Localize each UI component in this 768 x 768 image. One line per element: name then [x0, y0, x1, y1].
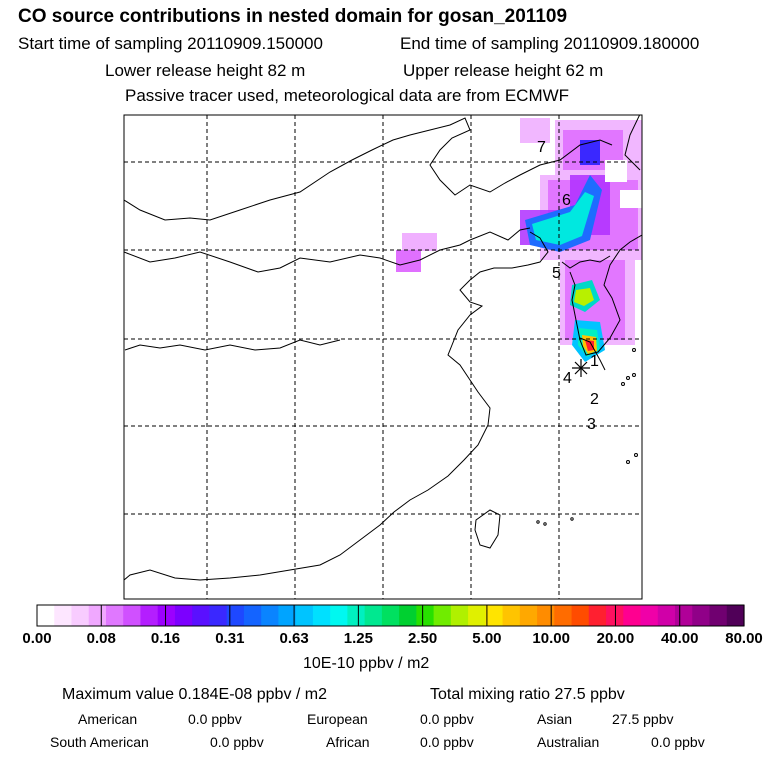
colorbar-cell: [692, 605, 711, 626]
colorbar-cell: [468, 605, 486, 626]
colorbar-cell: [588, 605, 607, 626]
region-american-name: American: [78, 711, 138, 727]
colorbar-cell: [295, 605, 314, 626]
region-australian-name: Australian: [537, 734, 600, 750]
colorbar-tick-label: 20.00: [596, 630, 635, 647]
colorbar-tick-label: 0.16: [150, 630, 181, 647]
colorbar-cell: [554, 605, 573, 626]
colorbar-cell: [640, 605, 659, 626]
colorbar-cell: [330, 605, 348, 626]
colorbar-tick-label: 0.31: [215, 630, 245, 647]
colorbar-tick-label: 40.00: [660, 630, 699, 647]
colorbar-tick-label: 1.25: [343, 630, 373, 647]
colorbar-cell: [209, 605, 228, 626]
region-asian-name: Asian: [537, 711, 573, 727]
site-label-1: 1: [590, 353, 599, 370]
end-time-label: End time of sampling 20110909.180000: [400, 34, 700, 53]
region-south-american-name: South American: [50, 734, 149, 750]
colorbar-cell: [416, 605, 435, 626]
colorbar-cell: [88, 605, 107, 626]
site-label-5: 5: [552, 265, 561, 282]
colorbar-cell: [71, 605, 90, 626]
graticule: [124, 115, 642, 599]
coastline: [124, 115, 642, 581]
colorbar-cell: [364, 605, 383, 626]
region-american-value: 0.0 ppbv: [188, 711, 242, 727]
colorbar-cell: [278, 605, 297, 626]
colorbar-cell: [433, 605, 452, 626]
region-european-name: European: [307, 711, 368, 727]
region-european-value: 0.0 ppbv: [420, 711, 474, 727]
colorbar-cell: [450, 605, 469, 626]
map-frame: [123, 114, 643, 600]
colorbar-tick-label: 2.50: [408, 630, 438, 647]
figure-title: CO source contributions in nested domain…: [18, 6, 568, 27]
total-mixing-ratio: Total mixing ratio 27.5 ppbv: [430, 686, 625, 703]
colorbar-tick-label: 10.00: [532, 630, 570, 647]
colorbar-cell: [140, 605, 159, 626]
colorbar-tick-label: 80.00: [725, 630, 763, 647]
colorbar-frame: [36, 604, 745, 627]
colorbar-cell: [243, 605, 262, 626]
colorbar-tick-label: 0.08: [86, 630, 116, 647]
colorbar-cell: [675, 605, 693, 626]
colorbar-cell: [123, 605, 142, 626]
colorbar-cell: [157, 605, 176, 626]
colorbar-cell: [726, 605, 745, 626]
region-australian-value: 0.0 ppbv: [651, 734, 705, 750]
colorbar-cell: [381, 605, 400, 626]
colorbar-cell: [485, 605, 504, 626]
site-label-6: 6: [562, 192, 571, 209]
colorbar-cell: [226, 605, 245, 626]
maximum-value: Maximum value 0.184E-08 ppbv / m2: [62, 686, 328, 703]
upper-height-label: Upper release height 62 m: [403, 61, 604, 80]
colorbar-units: 10E-10 ppbv / m2: [303, 655, 430, 672]
start-time-label: Start time of sampling 20110909.150000: [18, 34, 323, 53]
colorbar-cell: [537, 605, 555, 626]
colorbar-cell: [623, 605, 642, 626]
colorbar-tick-label: 5.00: [472, 630, 502, 647]
colorbar-tick-label: 0.00: [22, 630, 52, 647]
colorbar-cell: [105, 605, 124, 626]
colorbar-cell: [347, 605, 366, 626]
colorbar-cell: [37, 605, 55, 626]
colorbar-cell: [192, 605, 211, 626]
colorbar-cell: [54, 605, 73, 626]
colorbar-cell: [312, 605, 331, 626]
site-label-2: 2: [590, 391, 599, 408]
colorbar-cells: [37, 605, 745, 626]
site-label-3: 3: [587, 416, 596, 433]
contribution-field: [396, 118, 642, 362]
region-asian-value: 27.5 ppbv: [612, 711, 674, 727]
colorbar-cell: [519, 605, 538, 626]
islands: [536, 348, 638, 526]
colorbar-cell: [261, 605, 280, 626]
region-south-american-value: 0.0 ppbv: [210, 734, 264, 750]
tracer-note: Passive tracer used, meteorological data…: [125, 86, 570, 105]
lower-height-label: Lower release height 82 m: [105, 61, 306, 80]
colorbar-cell: [571, 605, 590, 626]
region-african-value: 0.0 ppbv: [420, 734, 474, 750]
site-label-7: 7: [537, 139, 546, 156]
colorbar-cell: [502, 605, 521, 626]
colorbar-cell: [657, 605, 676, 626]
site-label-4: 4: [563, 370, 572, 387]
colorbar-cell: [174, 605, 193, 626]
colorbar-cell: [399, 605, 417, 626]
colorbar-cell: [709, 605, 728, 626]
release-site-marker: [572, 359, 590, 377]
region-african-name: African: [326, 734, 370, 750]
colorbar-tick-label: 0.63: [279, 630, 309, 647]
